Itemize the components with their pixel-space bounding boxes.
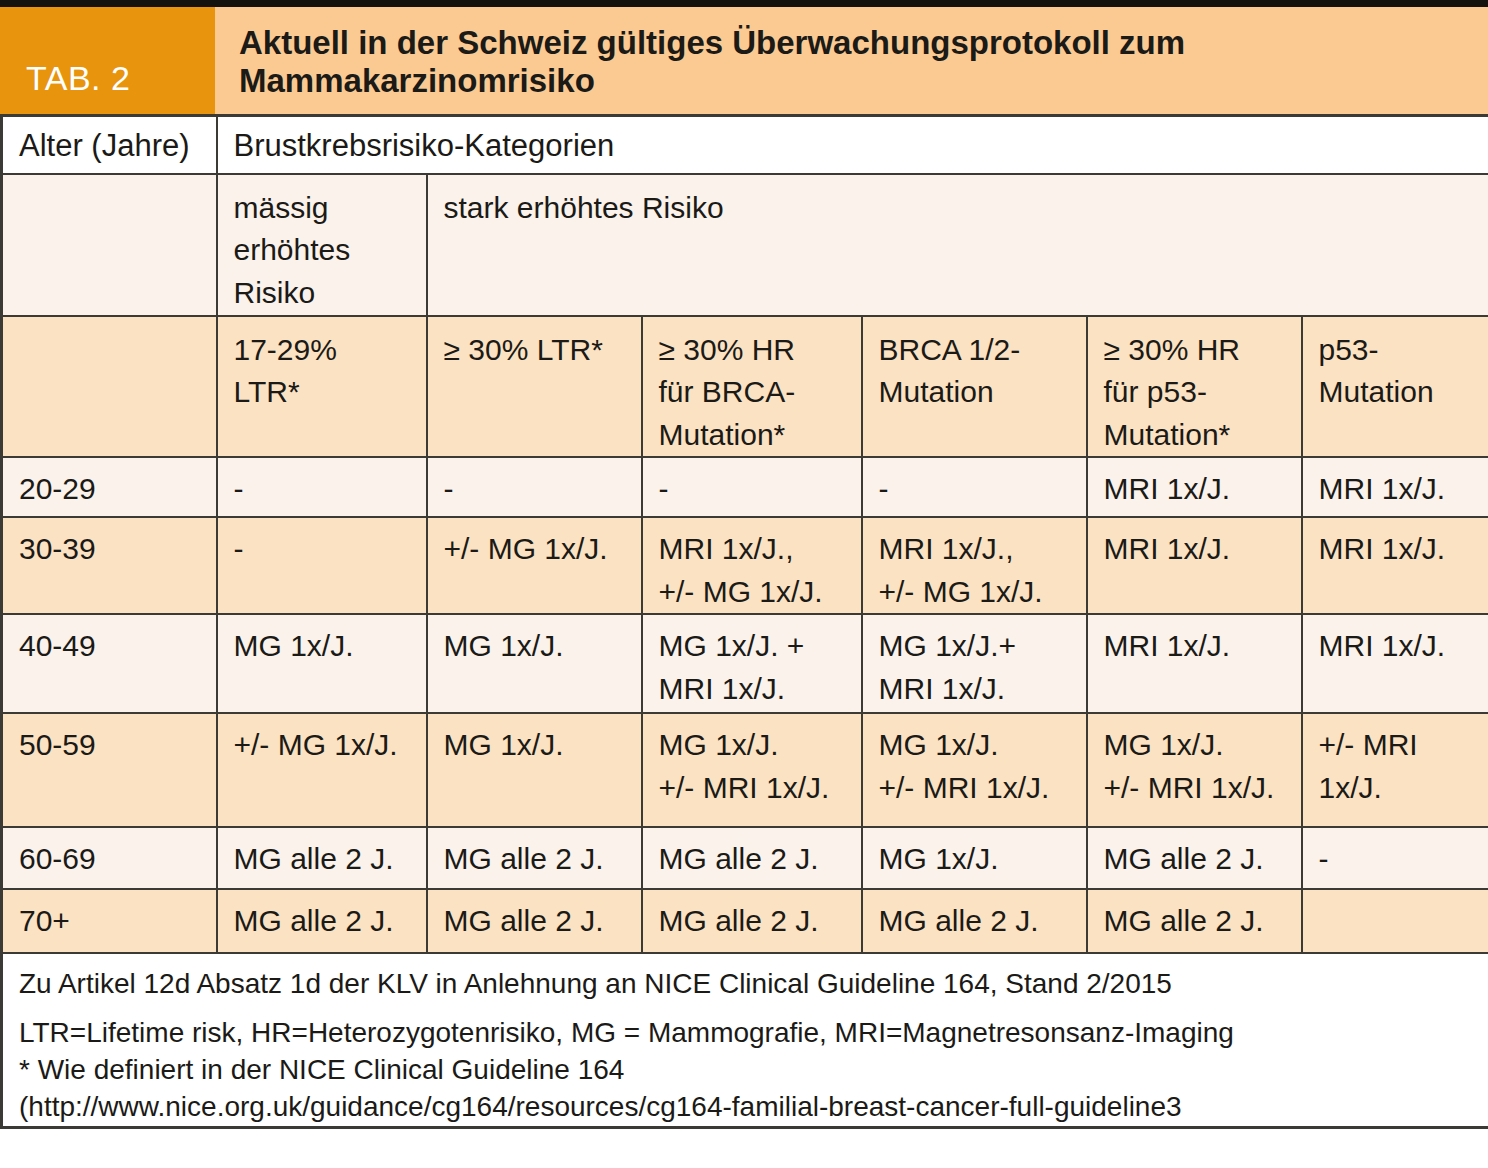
document-page: TAB. 2 Aktuell in der Schweiz gültiges Ü…	[0, 0, 1488, 1168]
data-cell: MG 1x/J. + MRI 1x/J.	[642, 614, 862, 713]
header-label-row: Alter (Jahre) Brustkrebsrisiko-Kategorie…	[2, 116, 1488, 174]
data-cell: -	[427, 457, 642, 517]
data-cell: MG 1x/J.	[217, 614, 427, 713]
data-cell: MRI 1x/J.	[1302, 457, 1488, 517]
data-cell: -	[642, 457, 862, 517]
data-cell: MG alle 2 J.	[217, 889, 427, 953]
data-cell: -	[862, 457, 1087, 517]
age-cell: 50-59	[2, 713, 217, 827]
table-row: 20-29 - - - - MRI 1x/J. MRI 1x/J.	[2, 457, 1488, 517]
data-cell: MG 1x/J. +/- MRI 1x/J.	[1087, 713, 1302, 827]
data-cell: MG alle 2 J.	[217, 827, 427, 889]
footnotes-cell: Zu Artikel 12d Absatz 1d der KLV in Anle…	[2, 953, 1488, 1127]
table-header-band: TAB. 2 Aktuell in der Schweiz gültiges Ü…	[0, 7, 1488, 114]
data-cell: MRI 1x/J.	[1087, 614, 1302, 713]
age-cell: 70+	[2, 889, 217, 953]
footnotes-row: Zu Artikel 12d Absatz 1d der KLV in Anle…	[2, 953, 1488, 1127]
empty-cell	[2, 316, 217, 458]
table-tag: TAB. 2	[0, 7, 215, 114]
age-cell: 30-39	[2, 517, 217, 614]
age-cell: 20-29	[2, 457, 217, 517]
data-cell: MG 1x/J.	[862, 827, 1087, 889]
column-header: p53- Mutation	[1302, 316, 1488, 458]
footnote-source: Zu Artikel 12d Absatz 1d der KLV in Anle…	[19, 966, 1472, 1003]
risk-categories-label: Brustkrebsrisiko-Kategorien	[217, 116, 1488, 174]
column-header: ≥ 30% HR für BRCA- Mutation*	[642, 316, 862, 458]
moderate-risk-label: mässig erhöhtes Risiko	[217, 174, 427, 316]
data-cell: MG 1x/J.+ MRI 1x/J.	[862, 614, 1087, 713]
risk-group-row: mässig erhöhtes Risiko stark erhöhtes Ri…	[2, 174, 1488, 316]
data-cell: MG 1x/J.	[427, 614, 642, 713]
table-row: 50-59 +/- MG 1x/J. MG 1x/J. MG 1x/J. +/-…	[2, 713, 1488, 827]
age-cell: 40-49	[2, 614, 217, 713]
data-cell: MG 1x/J. +/- MRI 1x/J.	[642, 713, 862, 827]
column-header-row: 17-29% LTR* ≥ 30% LTR* ≥ 30% HR für BRCA…	[2, 316, 1488, 458]
data-cell: +/- MG 1x/J.	[427, 517, 642, 614]
data-cell: MG alle 2 J.	[642, 889, 862, 953]
table-row: 60-69 MG alle 2 J. MG alle 2 J. MG alle …	[2, 827, 1488, 889]
data-cell: -	[217, 517, 427, 614]
age-cell: 60-69	[2, 827, 217, 889]
data-cell: MRI 1x/J., +/- MG 1x/J.	[862, 517, 1087, 614]
table-row: 70+ MG alle 2 J. MG alle 2 J. MG alle 2 …	[2, 889, 1488, 953]
surveillance-protocol-table: Alter (Jahre) Brustkrebsrisiko-Kategorie…	[0, 114, 1488, 1129]
data-cell: -	[217, 457, 427, 517]
column-header: 17-29% LTR*	[217, 316, 427, 458]
empty-cell	[2, 174, 217, 316]
data-cell: MG alle 2 J.	[642, 827, 862, 889]
data-cell: MG 1x/J. +/- MRI 1x/J.	[862, 713, 1087, 827]
data-cell: MG alle 2 J.	[862, 889, 1087, 953]
data-cell: MG 1x/J.	[427, 713, 642, 827]
footnote-abbreviations: LTR=Lifetime risk, HR=Heterozygotenrisik…	[19, 1015, 1472, 1052]
data-cell: +/- MG 1x/J.	[217, 713, 427, 827]
data-cell: MG alle 2 J.	[427, 889, 642, 953]
column-header: BRCA 1/2- Mutation	[862, 316, 1087, 458]
data-cell: MRI 1x/J.	[1302, 517, 1488, 614]
table-title: Aktuell in der Schweiz gültiges Überwach…	[215, 7, 1488, 114]
data-cell: MG alle 2 J.	[1087, 827, 1302, 889]
data-cell	[1302, 889, 1488, 953]
data-cell: -	[1302, 827, 1488, 889]
footnote-asterisk: * Wie definiert in der NICE Clinical Gui…	[19, 1052, 1472, 1089]
column-header: ≥ 30% LTR*	[427, 316, 642, 458]
data-cell: +/- MRI 1x/J.	[1302, 713, 1488, 827]
data-cell: MRI 1x/J.	[1302, 614, 1488, 713]
table-row: 40-49 MG 1x/J. MG 1x/J. MG 1x/J. + MRI 1…	[2, 614, 1488, 713]
data-cell: MG alle 2 J.	[1087, 889, 1302, 953]
top-rule	[0, 0, 1488, 7]
data-cell: MRI 1x/J.	[1087, 457, 1302, 517]
age-column-label: Alter (Jahre)	[2, 116, 217, 174]
data-cell: MRI 1x/J.	[1087, 517, 1302, 614]
high-risk-label: stark erhöhtes Risiko	[427, 174, 1488, 316]
table-row: 30-39 - +/- MG 1x/J. MRI 1x/J., +/- MG 1…	[2, 517, 1488, 614]
column-header: ≥ 30% HR für p53- Mutation*	[1087, 316, 1302, 458]
footnote-url: (http://www.nice.org.uk/guidance/cg164/r…	[19, 1089, 1472, 1126]
data-cell: MRI 1x/J., +/- MG 1x/J.	[642, 517, 862, 614]
data-cell: MG alle 2 J.	[427, 827, 642, 889]
